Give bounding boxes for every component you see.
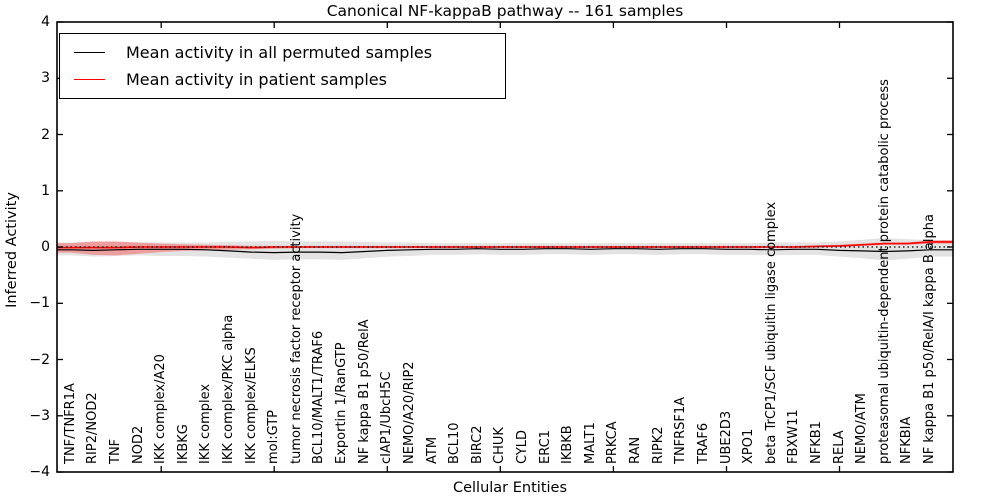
x-tick-label: CHUK	[492, 427, 508, 464]
x-tick-label: IKBKG	[175, 424, 191, 464]
x-tick-label: cIAP1/UbcH5C	[379, 371, 395, 464]
y-tick-label: −3	[29, 407, 50, 424]
x-tick-label: FBXW11	[786, 409, 802, 464]
x-tick-label: Exportin 1/RanGTP	[334, 342, 350, 464]
permuted-line-swatch-icon	[74, 51, 105, 53]
legend-label: Mean activity in patient samples	[126, 70, 387, 90]
x-tick-label: IKK complex/A20	[153, 354, 169, 464]
legend-entry-patient: Mean activity in patient samples	[60, 70, 505, 89]
y-tick-label: 0	[41, 239, 50, 255]
x-tick-label: BIRC2	[469, 425, 485, 465]
x-tick-label: TNF	[107, 438, 123, 464]
x-tick-label: RAN	[628, 436, 643, 464]
x-tick-label: RIPK2	[650, 426, 666, 464]
x-tick-label: proteasomal ubiquitin-dependent protein …	[876, 79, 892, 464]
legend-entry-permuted: Mean activity in all permuted samples	[60, 43, 505, 62]
y-tick-label: 2	[41, 126, 50, 143]
x-tick-label: BCL10	[447, 422, 463, 464]
y-tick-label: 3	[41, 70, 50, 87]
x-tick-label: tumor necrosis factor receptor activity	[288, 213, 304, 464]
x-tick-label: NFKB1	[808, 421, 824, 464]
x-tick-label: IKK complex	[198, 383, 214, 464]
patient-band	[57, 240, 953, 256]
x-tick-label: NF kappa B1 p50/RelA	[356, 319, 372, 464]
x-tick-label: TRAF6	[695, 422, 711, 464]
patient-mean-line	[57, 241, 953, 249]
x-tick-label: MALT1	[582, 422, 598, 464]
y-tick-label: 4	[41, 14, 50, 30]
x-tick-label: NEMO/A20/RIP2	[401, 361, 417, 464]
x-tick-label: CYLD	[515, 429, 530, 464]
x-tick-label: TNFRSF1A	[673, 396, 689, 464]
x-tick-label: IKK complex/PKC alpha	[221, 314, 236, 464]
x-tick-label: ERC1	[537, 430, 553, 464]
x-tick-label: RELA	[831, 430, 847, 464]
x-tick-label: mol:GTP	[266, 410, 282, 464]
x-tick-label: NFKBIA	[899, 416, 915, 464]
permuted-mean-line	[57, 248, 953, 254]
patient-line-swatch-icon	[74, 79, 105, 81]
x-tick-label: NOD2	[130, 425, 146, 464]
x-tick-label: UBE2D3	[718, 410, 734, 464]
x-tick-label: TNF/TNFR1A	[62, 383, 78, 464]
x-tick-label: ATM	[424, 436, 440, 464]
legend: Mean activity in all permuted samples Me…	[59, 33, 506, 99]
x-tick-label: BCL10/MALT1/TRAF6	[311, 330, 327, 464]
y-tick-label: −2	[29, 351, 50, 368]
y-tick-label: −1	[29, 295, 50, 312]
x-tick-label: beta TrCP1/SCF ubiquitin ligase complex	[763, 201, 779, 464]
x-tick-label: IKBKB	[560, 425, 576, 464]
x-tick-label: IKK complex/ELKS	[243, 347, 259, 464]
y-tick-label: −4	[29, 464, 50, 480]
x-axis-label: Cellular Entities	[452, 480, 568, 496]
y-tick-label: 1	[41, 182, 50, 199]
x-tick-label: XPO1	[741, 428, 757, 464]
x-tick-label: RIP2/NOD2	[85, 392, 101, 464]
x-tick-label: PRKCA	[605, 421, 621, 464]
legend-label: Mean activity in all permuted samples	[126, 42, 433, 62]
x-tick-label: NEMO/ATM	[854, 393, 870, 464]
chart-title: Canonical NF-kappaB pathway -- 161 sampl…	[326, 2, 684, 20]
x-tick-label: NF kappa B1 p50/RelA/I kappa B alpha	[922, 214, 937, 464]
